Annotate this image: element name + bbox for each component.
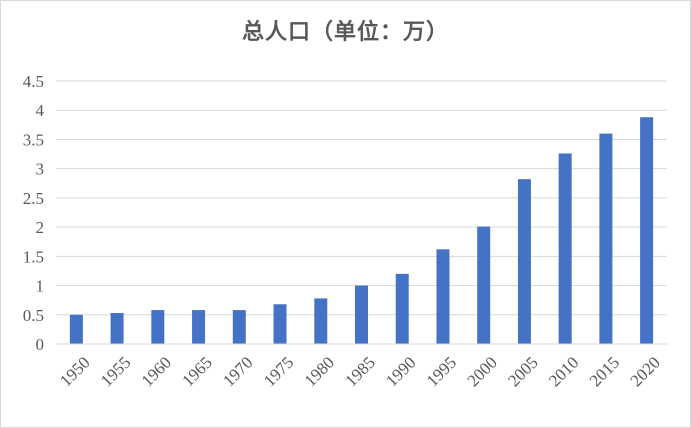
y-tick-label: 2.5 — [23, 189, 44, 208]
x-tick-label: 1955 — [97, 353, 134, 390]
bar-1990 — [395, 273, 409, 344]
bar-1965 — [192, 310, 206, 344]
y-tick-label: 0 — [36, 335, 45, 354]
y-tick-label: 1.5 — [23, 247, 44, 266]
x-tick-label: 1995 — [423, 353, 460, 390]
bar-2015 — [599, 133, 613, 344]
x-tick-label: 1950 — [56, 353, 93, 390]
bar-1960 — [151, 310, 165, 344]
bar-1955 — [110, 313, 124, 344]
chart-title: 总人口（单位：万） — [241, 20, 449, 45]
x-tick-label: 1970 — [219, 353, 256, 390]
y-axis-labels: 0 0.5 1 1.5 2 2.5 3 3.5 4 4.5 — [23, 72, 45, 354]
bar-1950 — [69, 314, 83, 344]
bar-1970 — [232, 310, 246, 344]
bar-2005 — [517, 179, 531, 344]
bar-1995 — [436, 249, 450, 344]
x-tick-label: 1965 — [178, 353, 215, 390]
bar-1980 — [314, 298, 328, 344]
x-tick-label: 1960 — [138, 353, 175, 390]
x-tick-label: 1985 — [341, 353, 378, 390]
x-tick-label: 2020 — [626, 353, 663, 390]
y-tick-label: 1 — [36, 277, 45, 296]
bar-2020 — [640, 117, 654, 344]
x-axis-labels: 1950 1955 1960 1965 1970 1975 1980 1985 1990 1995… — [56, 353, 664, 390]
bar-2000 — [477, 226, 491, 344]
x-tick-label: 2005 — [504, 353, 541, 390]
y-tick-label: 0.5 — [23, 306, 44, 325]
x-tick-label: 2010 — [545, 353, 582, 390]
x-tick-label: 1990 — [382, 353, 419, 390]
gridlines — [56, 80, 667, 316]
y-tick-label: 4 — [36, 101, 45, 120]
y-tick-label: 3.5 — [23, 130, 44, 149]
bar-1975 — [273, 304, 287, 344]
x-tick-label: 1980 — [301, 353, 338, 390]
bar-2010 — [558, 153, 572, 344]
y-tick-label: 4.5 — [23, 72, 44, 91]
y-tick-label: 3 — [36, 160, 45, 179]
y-tick-label: 2 — [36, 218, 45, 237]
bar-1985 — [355, 285, 368, 344]
x-tick-label: 2000 — [464, 353, 501, 390]
x-tick-label: 1975 — [260, 353, 297, 390]
bars — [69, 117, 654, 344]
x-tick-label: 2015 — [586, 353, 623, 390]
